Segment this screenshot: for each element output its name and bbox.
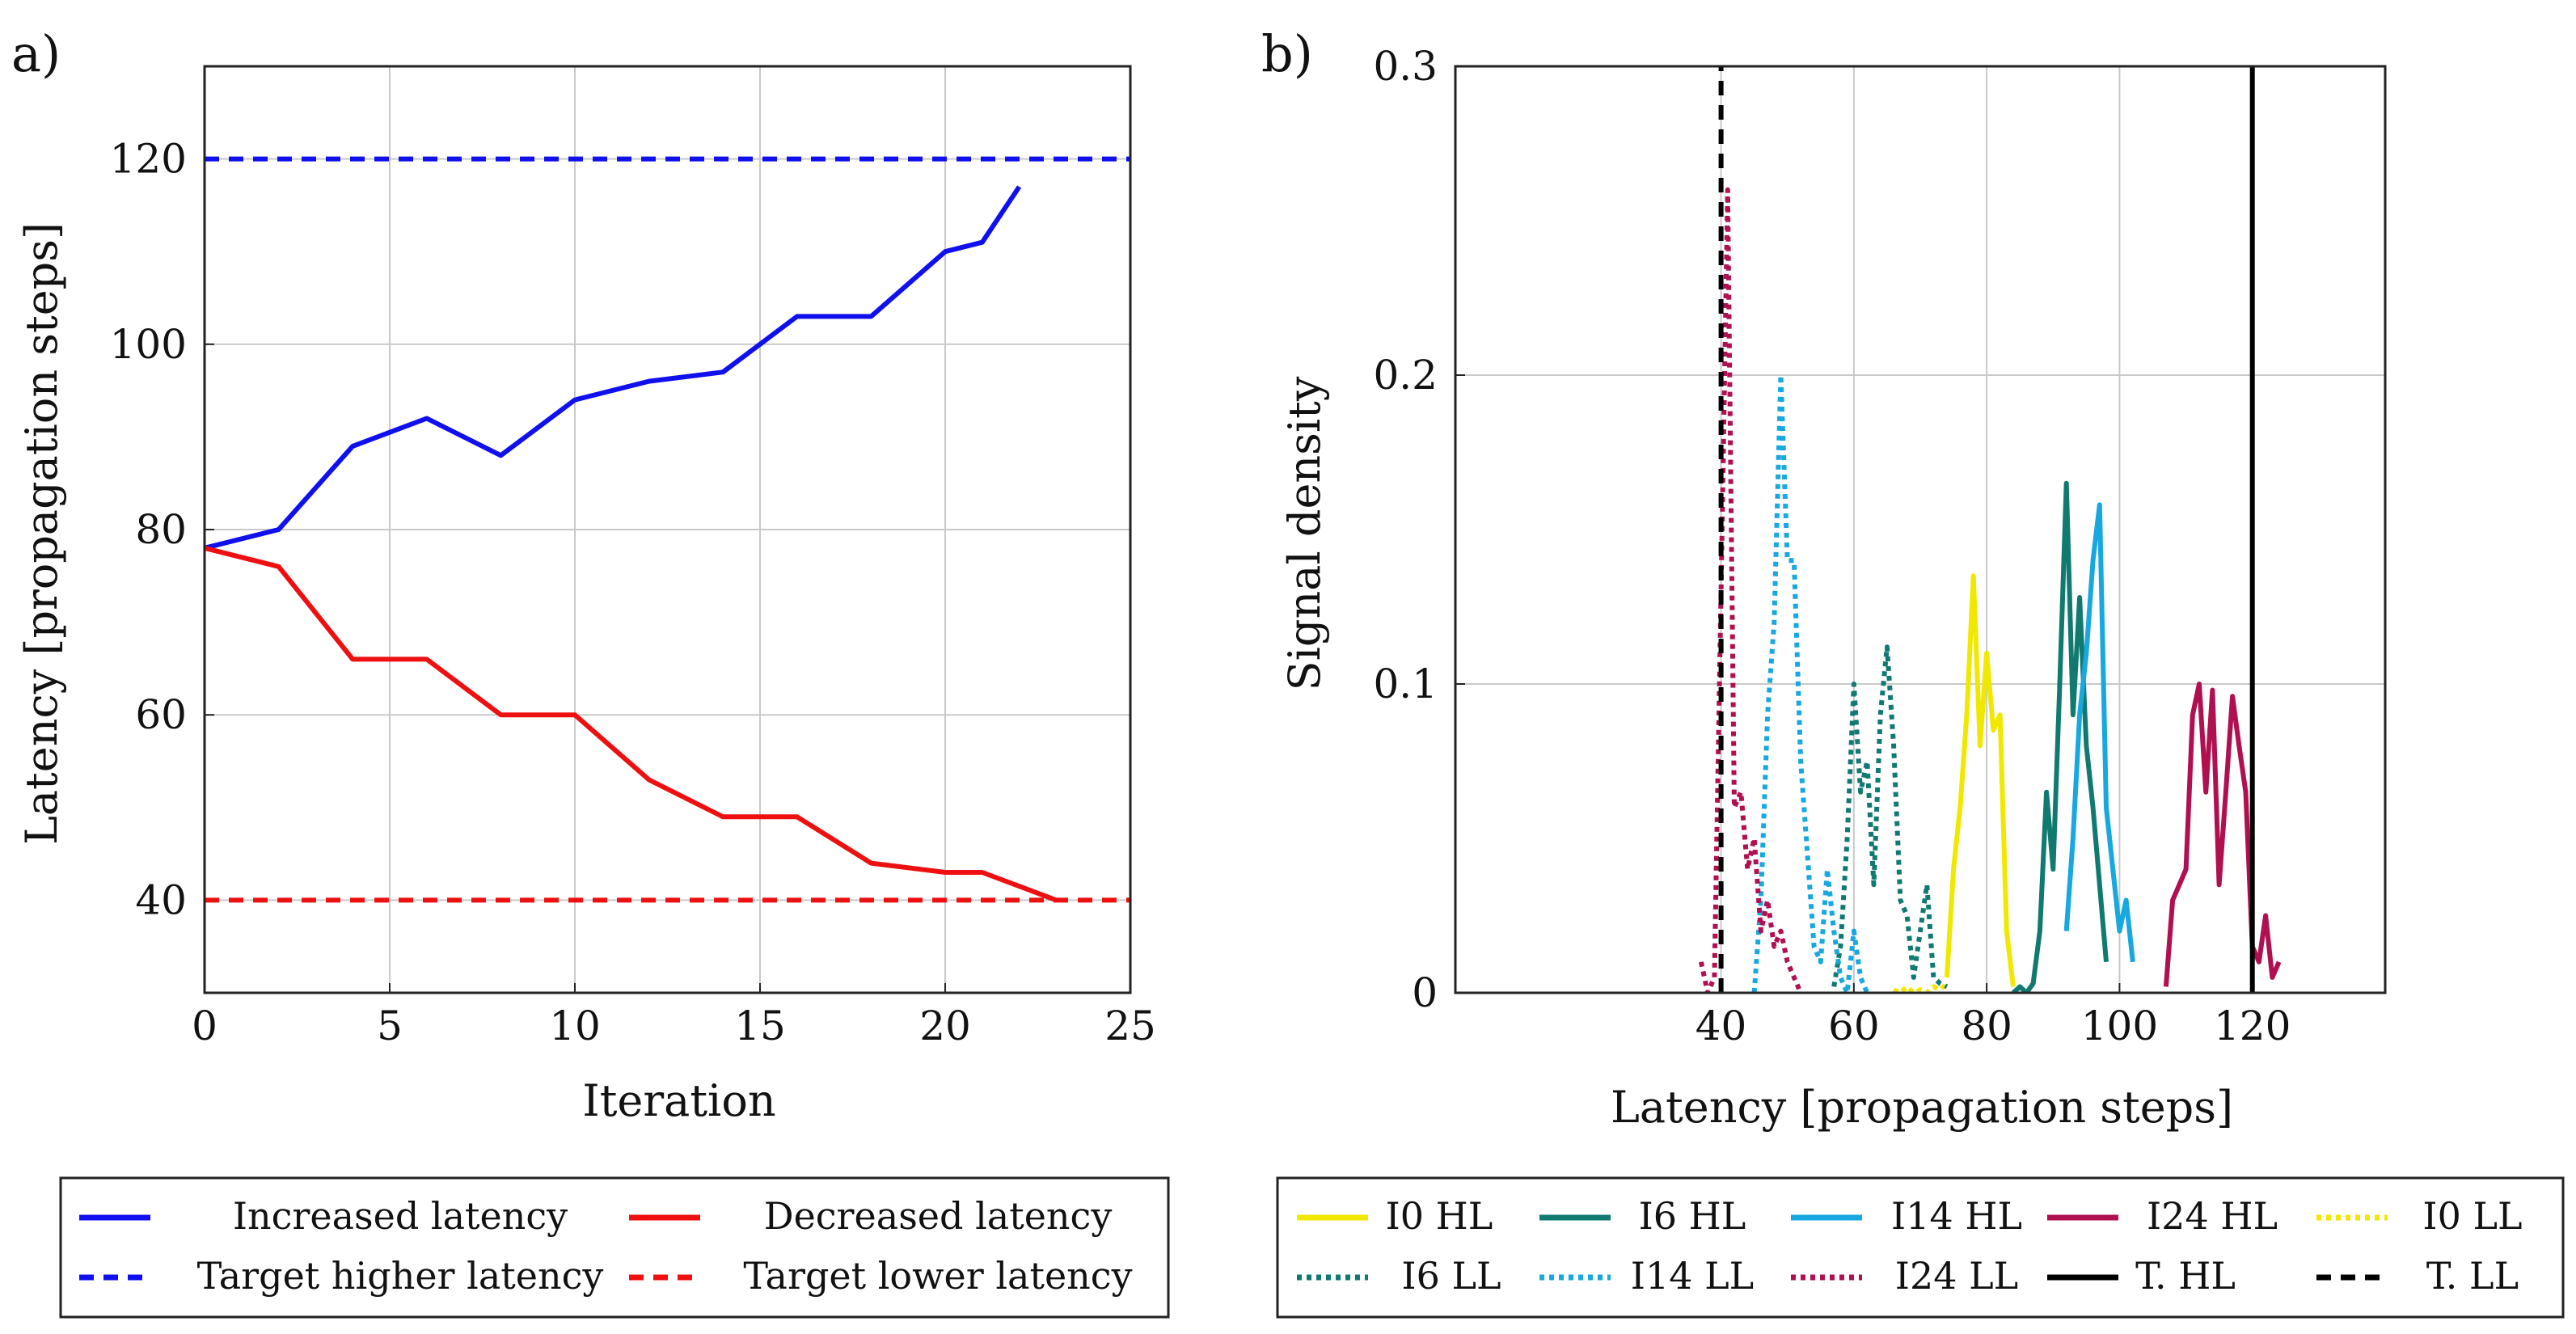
- chart-a-xtick-label: 25: [1104, 1003, 1156, 1049]
- chart-b-plot-frame: [1454, 65, 2387, 994]
- chart-a-series-increased-latency: [205, 185, 1022, 551]
- legend-a-label-target-higher-latency: Target higher latency: [197, 1254, 604, 1298]
- chart-b-xtick-label: 80: [1961, 1003, 2012, 1049]
- legend-b-label-i0-ll: I0 LL: [2422, 1194, 2522, 1238]
- legend-b-label-i14-ll: I14 LL: [1631, 1254, 1754, 1298]
- chart-a-ytick-label: 120: [110, 136, 187, 183]
- chart-b-ylabel: Signal density: [1279, 376, 1330, 690]
- chart-a: 0 5 10 15 20 25 40 60 80 100 120: [110, 65, 1156, 1049]
- chart-b-series-group: [1698, 66, 2282, 993]
- legend-a-label-decreased-latency: Decreased latency: [764, 1194, 1113, 1238]
- chart-b-xtick-label: 40: [1696, 1003, 1747, 1049]
- legend-b-label-t-hl: T. HL: [2135, 1254, 2236, 1298]
- chart-a-ytick-label: 60: [135, 691, 187, 738]
- chart-b: 40 60 80 100 120 0 0.1 0.2 0.3: [1373, 43, 2387, 1049]
- chart-a-xtick-label: 15: [734, 1003, 786, 1049]
- chart-a-xlabel: Iteration: [582, 1075, 775, 1126]
- chart-b-ytick-label: 0: [1412, 969, 1438, 1016]
- chart-b-series-i24-hl: [2163, 682, 2282, 987]
- panel-a-label: a): [11, 24, 61, 83]
- chart-a-xtick-label: 10: [549, 1003, 601, 1049]
- chart-a-ytick-label: 80: [135, 506, 187, 553]
- chart-a-xtick-label: 5: [377, 1003, 403, 1049]
- chart-a-ylabel: Latency [propagation steps]: [16, 222, 67, 845]
- chart-b-series-i24-ll: [1698, 187, 1803, 993]
- chart-b-series-i0-ll: [1892, 982, 1949, 993]
- chart-b-ytick-label: 0.3: [1373, 43, 1438, 90]
- legend-b-label-t-ll: T. LL: [2426, 1254, 2519, 1298]
- legend-a: Increased latency Decreased latency Target…: [79, 1194, 1133, 1298]
- legend-b-label-i6-ll: I6 LL: [1401, 1254, 1501, 1298]
- chart-a-ytick-label: 40: [135, 876, 187, 923]
- chart-b-xtick-label: 60: [1828, 1003, 1880, 1049]
- chart-b-xtick-label: 100: [2081, 1003, 2158, 1049]
- chart-a-xtick-label: 0: [192, 1003, 217, 1049]
- chart-b-ytick-label: 0.1: [1373, 661, 1438, 707]
- chart-a-series-decreased-latency: [205, 545, 1058, 903]
- legend-a-label-increased-latency: Increased latency: [233, 1194, 568, 1238]
- chart-a-series-group: [205, 156, 1130, 903]
- chart-b-xlabel: Latency [propagation steps]: [1611, 1082, 2233, 1133]
- chart-b-series-i6-ll: [1831, 644, 1949, 990]
- legend-a-frame: [59, 1176, 1170, 1319]
- legend-b-label-i24-ll: I24 LL: [1895, 1254, 2018, 1298]
- legend-b-frame: [1276, 1176, 2565, 1319]
- chart-b-ytick-label: 0.2: [1373, 352, 1438, 399]
- chart-a-plot-frame: [203, 65, 1132, 994]
- legend-b-label-i14-hl: I14 HL: [1891, 1194, 2022, 1238]
- panel-b-label: b): [1261, 24, 1313, 83]
- legend-a-label-target-lower-latency: Target lower latency: [743, 1254, 1132, 1298]
- chart-a-xtick-label: 20: [919, 1003, 971, 1049]
- chart-b-series-i6-hl: [2011, 480, 2109, 993]
- chart-a-ytick-label: 100: [110, 321, 187, 368]
- chart-b-xtick-label: 120: [2214, 1003, 2291, 1049]
- chart-b-series-i0-hl: [1944, 573, 2016, 987]
- legend-b-label-i6-hl: I6 HL: [1639, 1194, 1746, 1238]
- legend-b-label-i24-hl: I24 HL: [2147, 1194, 2278, 1238]
- legend-b-label-i0-hl: I0 HL: [1386, 1194, 1493, 1238]
- legend-b: I0 HL I6 HL I14 HL I24 HL I0 LL I6 LL I14 LL I2…: [1297, 1194, 2523, 1298]
- chart-b-series-i14-hl: [2063, 502, 2135, 963]
